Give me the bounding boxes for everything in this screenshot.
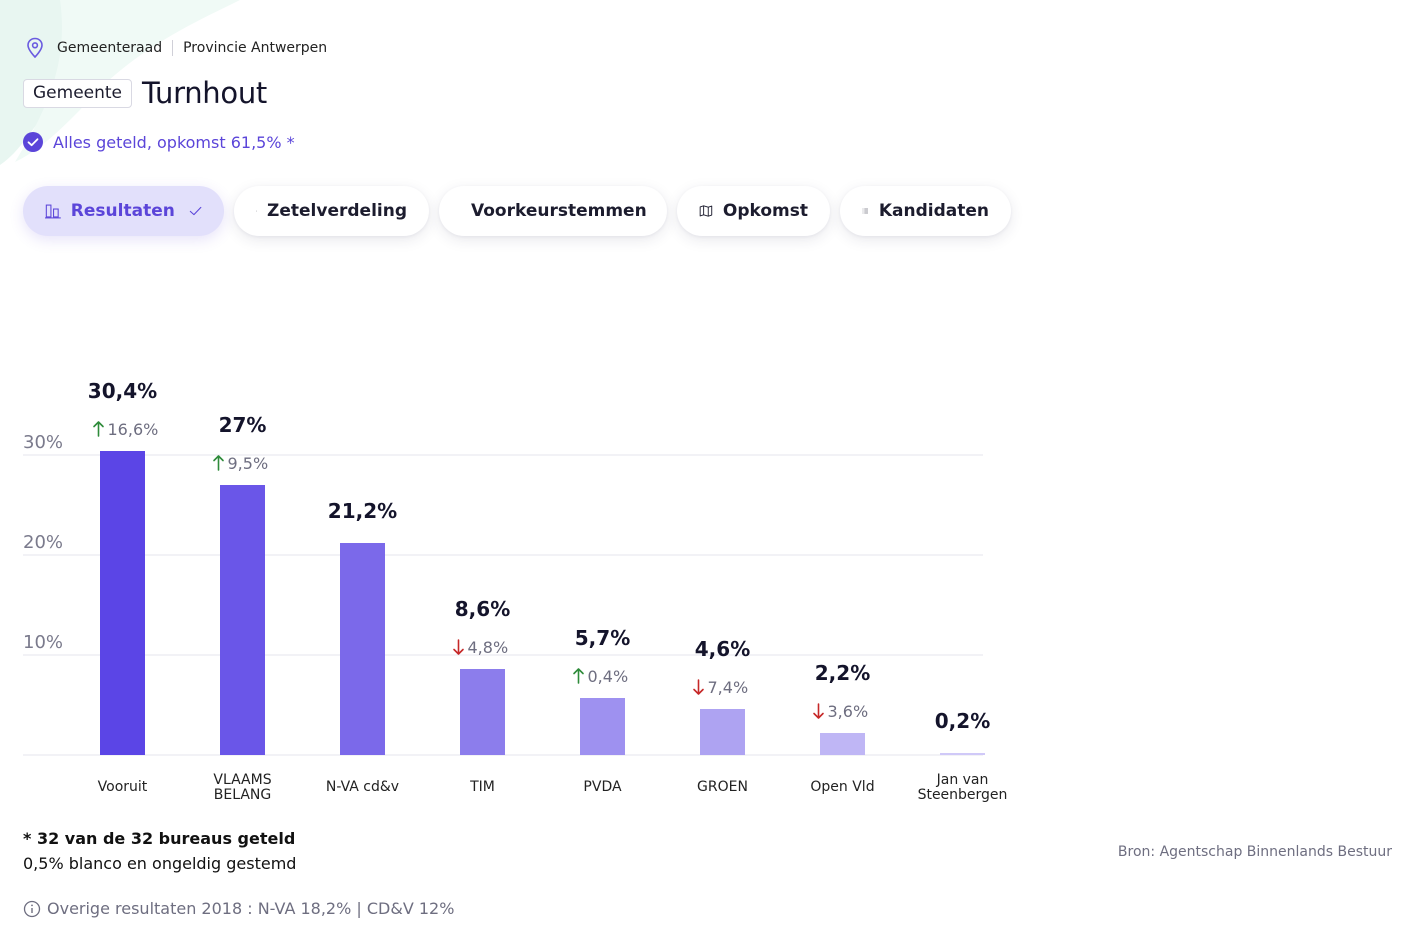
tab-voorkeurstemmen[interactable]: Voorkeurstemmen xyxy=(439,186,667,236)
category-label: GROEN xyxy=(697,779,748,795)
breadcrumb-separator xyxy=(172,40,174,56)
breadcrumb: Gemeenteraad Provincie Antwerpen xyxy=(26,36,327,60)
previous-results-note: Overige resultaten 2018 : N-VA 18,2% | C… xyxy=(23,899,454,918)
status-text: Alles geteld, opkomst 61,5% * xyxy=(53,132,295,152)
tab-bar: Resultaten Zetelverdeling Voorkeurstemme… xyxy=(23,186,1011,236)
info-icon xyxy=(23,900,41,917)
blanco-note: 0,5% blanco en ongeldig gestemd xyxy=(23,854,297,873)
bar-2 xyxy=(340,543,385,755)
breadcrumb-province[interactable]: Provincie Antwerpen xyxy=(183,40,328,56)
y-tick-label: 30% xyxy=(23,432,63,453)
breadcrumb-level[interactable]: Gemeenteraad xyxy=(57,40,163,56)
tab-opkomst[interactable]: Opkomst xyxy=(677,186,830,236)
bureaus-counted-note: * 32 van de 32 bureaus geteld xyxy=(23,829,296,848)
map-icon xyxy=(699,205,713,217)
y-tick-label: 20% xyxy=(23,532,63,553)
change-label: 16,6% xyxy=(108,420,159,439)
change-label: 4,8% xyxy=(468,638,509,657)
value-label: 4,6% xyxy=(695,637,750,661)
category-label: Jan van xyxy=(936,772,989,788)
category-label: Steenbergen xyxy=(918,787,1008,803)
list-icon xyxy=(862,208,868,214)
bar-3 xyxy=(460,669,505,755)
value-label: 30,4% xyxy=(88,379,157,403)
tab-label: Voorkeurstemmen xyxy=(471,201,647,221)
check-circle-icon xyxy=(23,132,43,152)
tab-label: Zetelverdeling xyxy=(267,201,407,221)
bar-0 xyxy=(100,451,145,755)
title-row: Gemeente Turnhout xyxy=(23,76,267,110)
arrow-down-icon xyxy=(453,639,464,655)
bar-6 xyxy=(820,733,865,755)
tab-resultaten[interactable]: Resultaten xyxy=(23,186,224,236)
page-title: Turnhout xyxy=(142,76,267,110)
arrow-up-icon xyxy=(573,668,584,684)
seats-icon xyxy=(256,210,258,212)
bar-chart-icon xyxy=(45,204,61,219)
change-label: 7,4% xyxy=(708,678,749,697)
value-label: 8,6% xyxy=(455,597,510,621)
arrow-down-icon xyxy=(813,703,824,719)
bar-1 xyxy=(220,485,265,755)
arrow-up-icon xyxy=(213,455,224,471)
count-status: Alles geteld, opkomst 61,5% * xyxy=(23,132,295,152)
background-decoration xyxy=(0,0,240,165)
tab-kandidaten[interactable]: Kandidaten xyxy=(840,186,1011,236)
bar-4 xyxy=(580,698,625,755)
tab-label: Kandidaten xyxy=(878,201,989,221)
location-pin-icon xyxy=(27,37,43,59)
value-label: 27% xyxy=(219,413,267,437)
value-label: 5,7% xyxy=(575,626,630,650)
change-label: 9,5% xyxy=(228,454,269,473)
category-label: Open Vld xyxy=(810,779,874,795)
category-label: TIM xyxy=(469,779,495,795)
bar-5 xyxy=(700,709,745,755)
change-label: 3,6% xyxy=(828,702,869,721)
results-bar-chart: 10% 20% 30% 30,4% 16,6% Vooruit 27% 9,5% VLAAMSB… xyxy=(23,379,1008,803)
previous-results-text: Overige resultaten 2018 : N-VA 18,2% | C… xyxy=(47,899,455,918)
source-note: Bron: Agentschap Binnenlands Bestuur xyxy=(1117,844,1392,860)
type-badge: Gemeente xyxy=(23,78,133,108)
tab-zetelverdeling[interactable]: Zetelverdeling xyxy=(234,186,429,236)
category-label: VLAAMS xyxy=(213,772,271,788)
arrow-down-icon xyxy=(693,679,704,695)
tab-label: Opkomst xyxy=(722,201,808,221)
arrow-up-icon xyxy=(93,421,104,437)
category-label: BELANG xyxy=(214,787,271,803)
value-label: 21,2% xyxy=(328,499,397,523)
value-label: 2,2% xyxy=(815,661,870,685)
change-label: 0,4% xyxy=(588,667,629,686)
tab-label: Resultaten xyxy=(70,201,175,221)
category-label: Vooruit xyxy=(98,779,148,795)
category-label: N-VA cd&v xyxy=(326,779,399,795)
checkmark-icon xyxy=(189,206,202,216)
value-label: 0,2% xyxy=(935,709,990,733)
category-label: PVDA xyxy=(583,779,622,795)
y-tick-label: 10% xyxy=(23,632,63,653)
bar-7 xyxy=(940,753,985,755)
